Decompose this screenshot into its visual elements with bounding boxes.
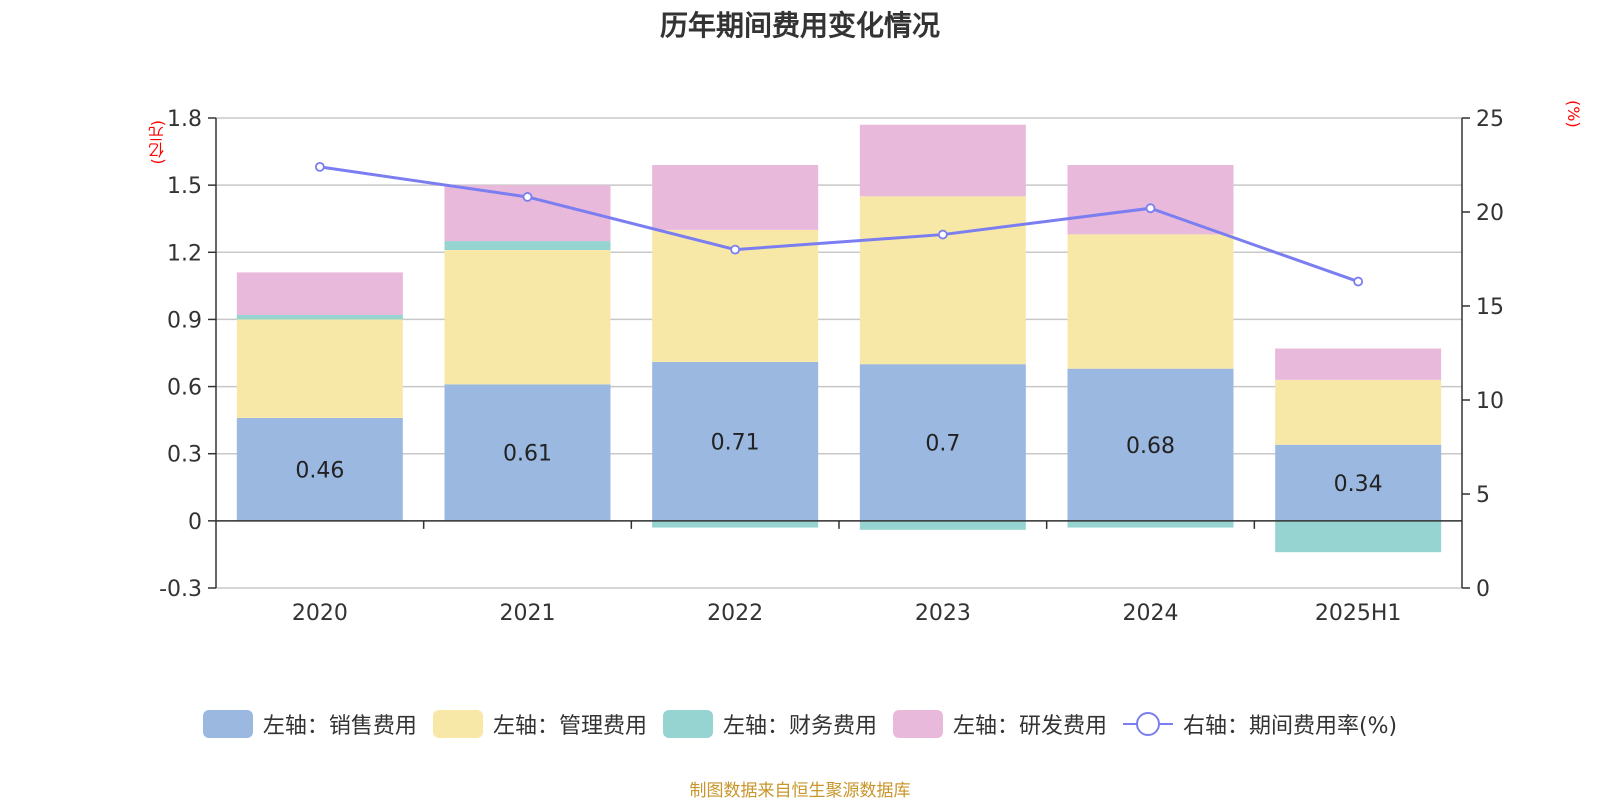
legend-swatch-admin <box>432 710 483 738</box>
data-label-sales: 0.71 <box>711 430 760 455</box>
x-tick-label: 2022 <box>707 601 763 626</box>
point-rate-2020 <box>314 161 325 172</box>
data-label-sales: 0.7 <box>925 432 960 457</box>
x-tick-label: 2025H1 <box>1315 601 1402 626</box>
x-tick-label: 2021 <box>500 601 556 626</box>
point-rate-2021 <box>522 192 533 202</box>
bar-rd-2023 <box>859 124 1026 197</box>
data-source-note: 制图数据来自恒生聚源数据库 <box>689 781 911 801</box>
left-tick-label: 1.2 <box>167 241 202 266</box>
bar-sales-2021 <box>444 384 611 521</box>
bar-finance-2024 <box>1067 520 1234 528</box>
line-rate <box>319 165 1359 283</box>
bar-sales-2023 <box>859 364 1026 521</box>
point-rate-2024 <box>1145 203 1156 214</box>
legend-swatch-sales <box>202 710 253 738</box>
bar-finance-2021 <box>444 241 611 251</box>
legend-swatch-rate <box>1122 710 1173 738</box>
point-rate-2023 <box>937 229 948 240</box>
bar-admin-2024 <box>1067 234 1234 369</box>
legend-item-finance[interactable]: 左轴：财务费用 <box>662 708 877 740</box>
point-rate-2022 <box>730 244 741 255</box>
legend-label-rd: 左轴：研发费用 <box>952 714 1107 739</box>
bar-admin-2023 <box>859 196 1026 365</box>
left-tick-label: 1.5 <box>167 174 202 199</box>
bar-admin-2025H1 <box>1275 379 1442 445</box>
legend-label-finance: 左轴：财务费用 <box>722 714 877 739</box>
bar-finance-2023 <box>859 520 1026 530</box>
bar-rd-2020 <box>236 272 403 315</box>
bar-admin-2021 <box>444 250 611 385</box>
right-tick-label: 0 <box>1476 577 1490 602</box>
right-tick-label: 25 <box>1476 107 1504 132</box>
bar-rd-2025H1 <box>1275 348 1442 380</box>
left-tick-label: 1.8 <box>167 107 202 132</box>
legend: 左轴：销售费用 左轴：管理费用 左轴：财务费用 左轴：研发费用 右轴：期间费用率… <box>0 708 1600 740</box>
bar-rd-2022 <box>652 165 819 230</box>
bar-sales-2024 <box>1067 368 1234 521</box>
left-tick-label: 0.9 <box>167 308 202 333</box>
right-tick-label: 20 <box>1476 201 1504 226</box>
right-tick-label: 15 <box>1476 295 1504 320</box>
legend-item-admin[interactable]: 左轴：管理费用 <box>432 708 647 740</box>
legend-label-admin: 左轴：管理费用 <box>492 714 647 739</box>
legend-label-rate: 右轴：期间费用率(%) <box>1182 714 1398 739</box>
right-tick-label: 10 <box>1476 389 1504 414</box>
legend-label-sales: 左轴：销售费用 <box>262 714 417 739</box>
legend-swatch-finance <box>662 710 713 738</box>
bar-finance-2022 <box>652 520 819 528</box>
legend-item-rate[interactable]: 右轴：期间费用率(%) <box>1122 708 1398 740</box>
bar-admin-2020 <box>236 319 403 418</box>
point-rate-2025H1 <box>1353 276 1364 287</box>
data-label-sales: 0.46 <box>295 458 344 483</box>
right-axis-unit: (%) <box>1564 100 1583 128</box>
bar-finance-2020 <box>236 314 403 320</box>
left-tick-label: 0.6 <box>167 376 202 401</box>
x-tick-label: 2024 <box>1123 601 1179 626</box>
right-tick-label: 5 <box>1476 483 1490 508</box>
left-tick-label: 0 <box>188 510 202 535</box>
bar-sales-2020 <box>236 417 403 521</box>
legend-item-sales[interactable]: 左轴：销售费用 <box>202 708 417 740</box>
bar-sales-2022 <box>652 361 819 521</box>
legend-item-rd[interactable]: 左轴：研发费用 <box>892 708 1107 740</box>
x-tick-label: 2023 <box>915 601 971 626</box>
data-label-sales: 0.34 <box>1334 472 1383 497</box>
data-label-sales: 0.61 <box>503 442 552 467</box>
bar-sales-2025H1 <box>1275 444 1442 521</box>
x-tick-label: 2020 <box>292 601 348 626</box>
bar-rd-2024 <box>1067 165 1234 235</box>
left-tick-label: 0.3 <box>167 443 202 468</box>
chart-area: 1.8 1.5 1.2 0.9 0.6 0.3 0 -0.3 25 20 15 10 5 0 2020 202… <box>159 107 1504 626</box>
legend-swatch-rd <box>892 710 943 738</box>
chart-title: 历年期间费用变化情况 <box>659 9 940 42</box>
data-label-sales: 0.68 <box>1126 434 1175 459</box>
bar-finance-2025H1 <box>1275 520 1442 553</box>
left-tick-label: -0.3 <box>159 577 202 602</box>
